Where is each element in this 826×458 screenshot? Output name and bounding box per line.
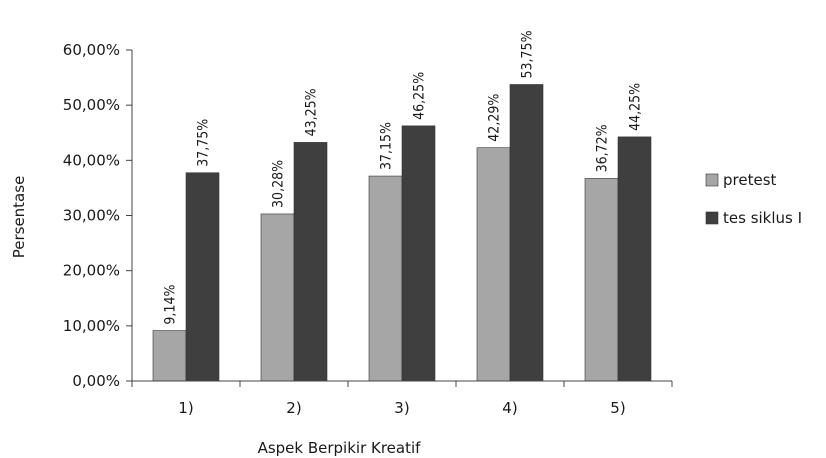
y-tick-label: 10,00%: [63, 317, 120, 335]
y-tick-label: 50,00%: [63, 96, 120, 114]
bar-pretest-3: [368, 175, 403, 382]
legend: pretest tes siklus I: [705, 171, 802, 227]
y-tick-label: 60,00%: [63, 41, 120, 59]
x-category-label: 3): [394, 399, 409, 417]
data-label: 44,25%: [628, 83, 644, 131]
legend-label: tes siklus I: [723, 209, 802, 227]
data-label: 43,25%: [304, 88, 320, 136]
x-category-label: 4): [502, 399, 517, 417]
data-label: 53,75%: [520, 30, 536, 78]
y-tick-label: 40,00%: [63, 151, 120, 169]
x-axis-title: Aspek Berpikir Kreatif: [258, 439, 422, 457]
data-label: 46,25%: [412, 72, 428, 120]
bar-tes-siklus-I-1: [185, 172, 220, 382]
y-axis-ticks: 0,00% 10,00% 20,00% 30,00% 40,00% 50,00% 60,00…: [63, 41, 132, 390]
x-axis-categories: 1) 2) 3) 4) 5): [178, 399, 625, 417]
y-tick-label: 0,00%: [72, 372, 120, 390]
bar-pretest-1: [152, 330, 187, 382]
data-label: 36,72%: [595, 124, 611, 172]
legend-swatch: [705, 173, 719, 187]
y-tick-label: 30,00%: [63, 207, 120, 225]
bar-pretest-5: [584, 178, 619, 382]
data-labels: 9,14% 37,75% 30,28% 43,25% 37,15% 46,25% 42,29…: [163, 30, 644, 324]
bar-tes-siklus-I-2: [293, 142, 328, 382]
bars: [152, 84, 652, 382]
legend-label: pretest: [723, 171, 777, 189]
bar-pretest-2: [260, 213, 295, 382]
y-axis-title: Persentase: [10, 176, 28, 259]
data-label: 30,28%: [271, 160, 287, 208]
data-label: 37,75%: [196, 119, 212, 167]
data-label: 42,29%: [487, 94, 503, 142]
x-category-label: 1): [178, 399, 193, 417]
legend-swatch: [705, 211, 719, 225]
x-category-label: 5): [610, 399, 625, 417]
bar-pretest-4: [476, 147, 511, 382]
data-label: 9,14%: [163, 285, 179, 325]
axes: [131, 50, 673, 387]
data-label: 37,15%: [379, 122, 395, 170]
bar-tes-siklus-I-5: [617, 136, 652, 382]
bar-tes-siklus-I-3: [401, 125, 436, 382]
x-category-label: 2): [286, 399, 301, 417]
y-tick-label: 20,00%: [63, 262, 120, 280]
bar-tes-siklus-I-4: [509, 84, 544, 382]
